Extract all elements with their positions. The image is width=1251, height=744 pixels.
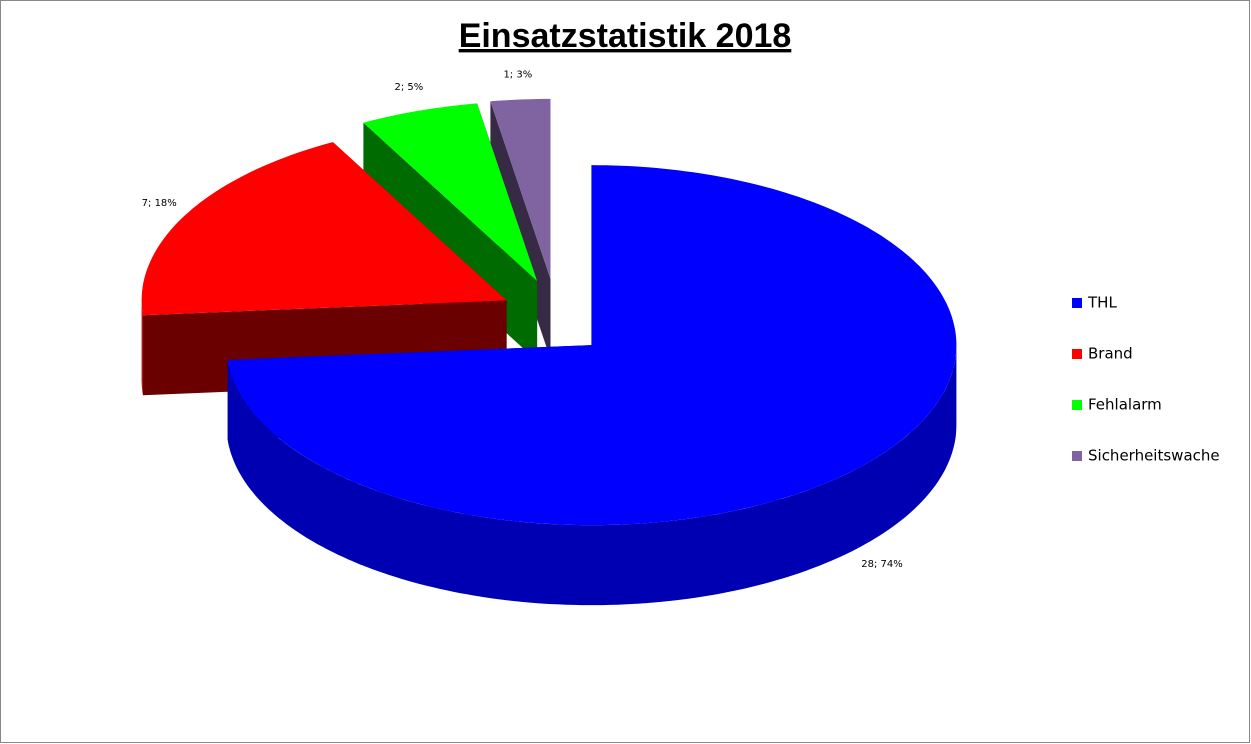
- data-label: 28; 74%: [861, 559, 903, 570]
- data-label: 7; 18%: [142, 198, 177, 209]
- slice: [141, 142, 507, 316]
- chart-title: Einsatzstatistik 2018: [459, 17, 792, 55]
- slice: [227, 165, 957, 526]
- legend-swatch: [1072, 298, 1082, 308]
- legend-swatch: [1072, 349, 1082, 359]
- legend-label: Fehlalarm: [1088, 396, 1162, 414]
- slice: [363, 103, 538, 282]
- pie: 1; 3% 2; 5% 7; 18% 28; 74%: [141, 70, 957, 606]
- slice-wall: [141, 300, 143, 396]
- legend-label: THL: [1087, 294, 1117, 312]
- slice-wall: [227, 345, 957, 606]
- legend-label: Sicherheitswache: [1088, 447, 1220, 465]
- data-label: 1; 3%: [503, 70, 532, 81]
- legend-label: Brand: [1088, 345, 1133, 363]
- data-label: 2; 5%: [394, 82, 423, 93]
- legend: THL Brand Fehlalarm Sicherheitswache: [1072, 294, 1220, 465]
- slice: [490, 98, 551, 279]
- legend-swatch: [1072, 400, 1082, 410]
- legend-swatch: [1072, 451, 1082, 461]
